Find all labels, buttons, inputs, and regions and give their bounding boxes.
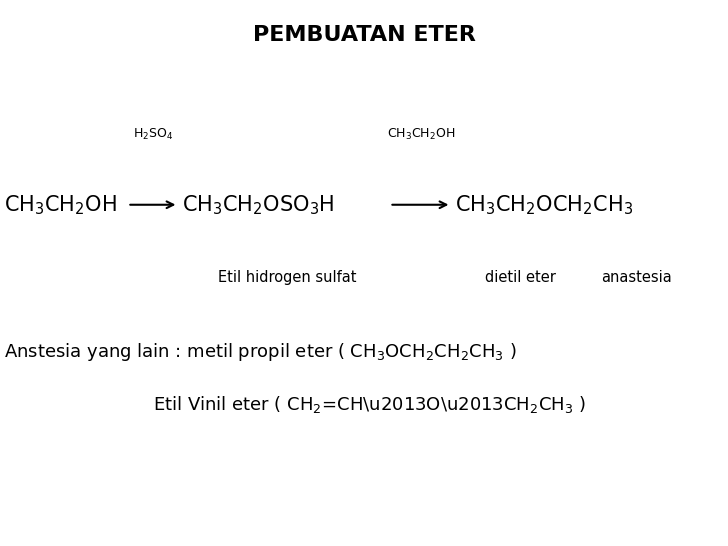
Text: CH$_3$CH$_2$OSO$_3$H: CH$_3$CH$_2$OSO$_3$H (182, 193, 335, 217)
Text: CH$_3$CH$_2$OH: CH$_3$CH$_2$OH (387, 127, 455, 142)
Text: PEMBUATAN ETER: PEMBUATAN ETER (253, 25, 475, 45)
Text: Anstesia yang lain : metil propil eter ( CH$_3$OCH$_2$CH$_2$CH$_3$ ): Anstesia yang lain : metil propil eter (… (4, 341, 516, 363)
Text: dietil eter: dietil eter (485, 270, 556, 285)
Text: Etil Vinil eter ( CH$_2$=CH\u2013O\u2013CH$_2$CH$_3$ ): Etil Vinil eter ( CH$_2$=CH\u2013O\u2013… (153, 394, 586, 414)
Text: Etil hidrogen sulfat: Etil hidrogen sulfat (218, 270, 357, 285)
Text: CH$_3$CH$_2$OH: CH$_3$CH$_2$OH (4, 193, 116, 217)
Text: CH$_3$CH$_2$OCH$_2$CH$_3$: CH$_3$CH$_2$OCH$_2$CH$_3$ (455, 193, 633, 217)
Text: H$_2$SO$_4$: H$_2$SO$_4$ (132, 127, 173, 142)
Text: anastesia: anastesia (601, 270, 673, 285)
